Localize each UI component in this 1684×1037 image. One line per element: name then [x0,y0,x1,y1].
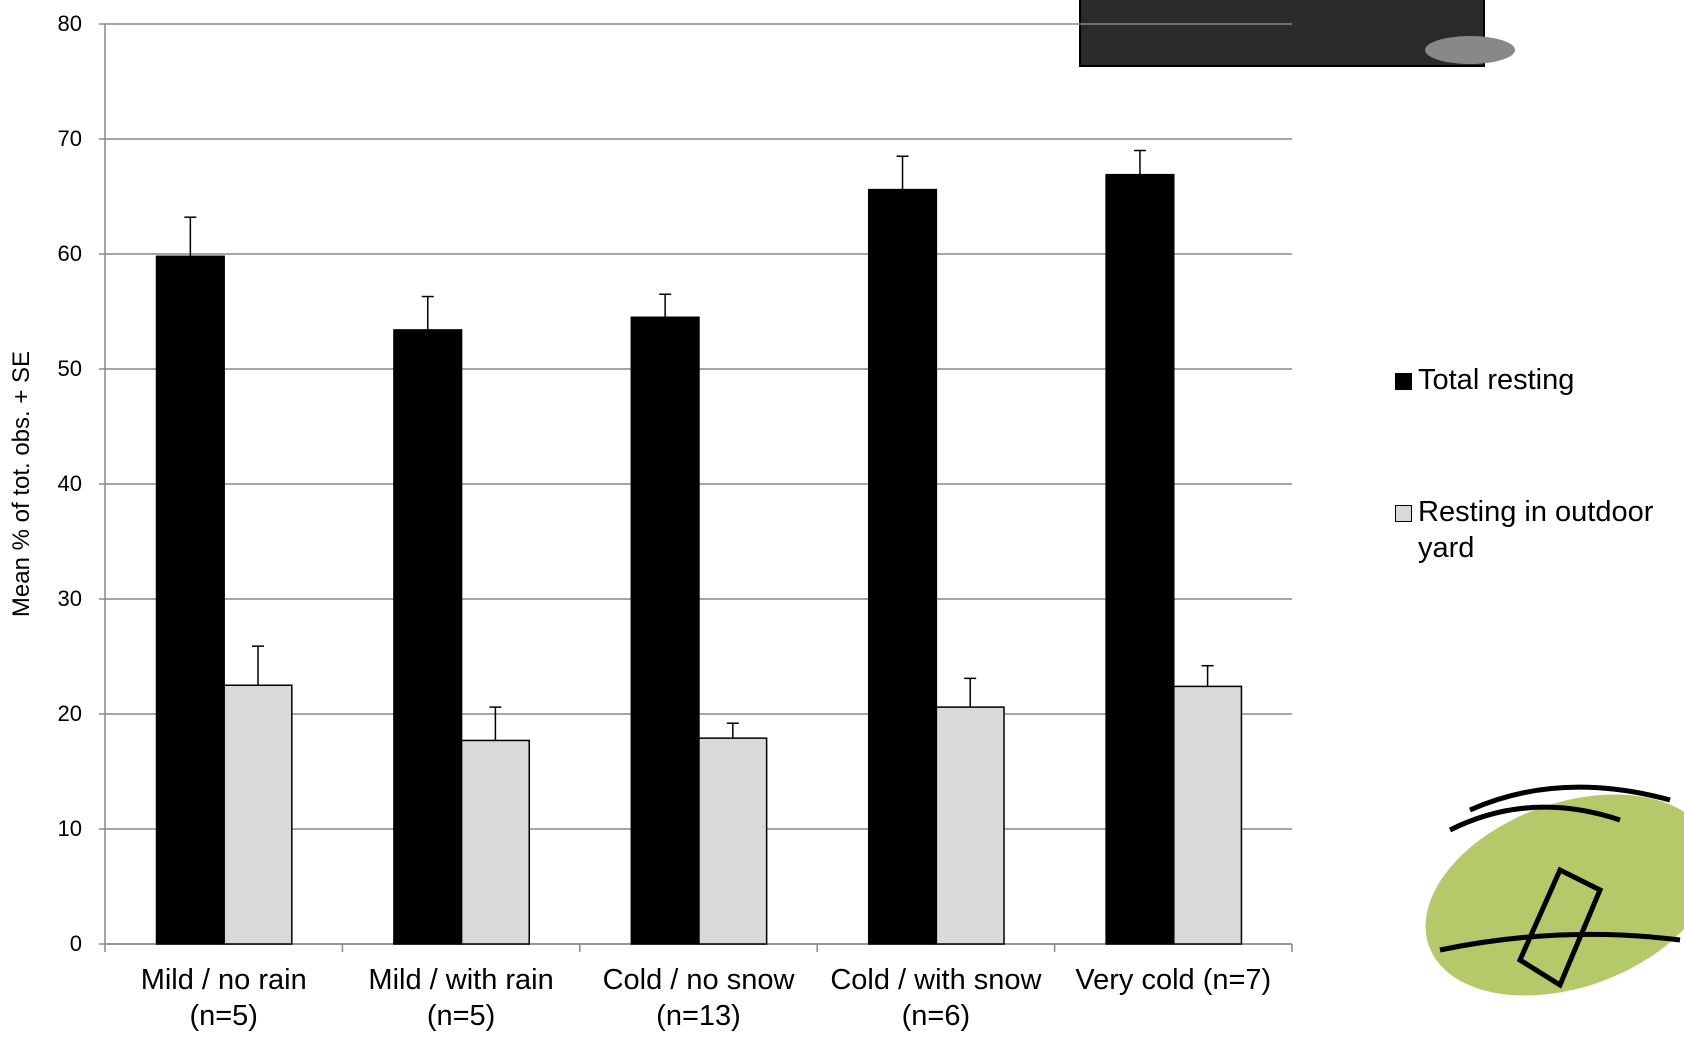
x-tick-label-line: Mild / with rain [368,964,553,996]
x-tick-label: Cold / with snow (n=6) [830,964,1042,1032]
x-tick-label: Mild / no rain (n=5) [141,964,307,1032]
bar [936,707,1004,944]
y-tick-label: 80 [58,11,82,36]
x-tick-label-line: (n=6) [902,1000,971,1032]
x-tick-label-line: Very cold (n=7) [1075,964,1271,996]
legend-entry: Resting in outdoor yard [1395,494,1680,566]
y-tick-label: 10 [58,816,82,841]
x-tick-label-line: Mild / no rain [141,964,307,996]
legend-entry: Total resting [1395,362,1680,398]
y-axis-title: Mean % of tot. obs. + SE [8,351,35,617]
legend-label: Total resting [1418,362,1574,398]
x-tick-label: Very cold (n=7) [1075,964,1271,996]
y-tick-label: 30 [58,586,82,611]
y-tick-label: 0 [70,931,82,956]
bar [699,738,767,944]
page: Mean % of tot. obs. + SE 0 10 20 30 40 50 60 70… [0,0,1684,1037]
x-tick-label: Cold / no snow (n=13) [603,964,796,1032]
x-tick-label-line: Cold / no snow [603,964,796,996]
x-tick-label: Mild / with rain (n=5) [368,964,553,1032]
y-tick-label: 50 [58,356,82,381]
y-tick-label: 20 [58,701,82,726]
y-tick-label: 40 [58,471,82,496]
bar [1106,175,1174,944]
legend-swatch [1395,505,1412,522]
bar [224,685,292,944]
x-tick-label-line: Cold / with snow [830,964,1042,996]
bar [1174,686,1242,944]
bar [631,317,699,944]
photo [1080,0,1484,66]
x-tick-label-line: (n=13) [656,1000,741,1032]
clipart [1398,757,1684,1033]
legend-label: Resting in outdoor yard [1418,494,1680,566]
y-tick-label: 60 [58,241,82,266]
bar [869,190,937,944]
legend-swatch [1395,373,1412,390]
bar [462,740,530,944]
x-tick-label-line: (n=5) [189,1000,258,1032]
bar [157,256,225,944]
photo-detail [1425,36,1515,64]
bar [394,330,462,944]
x-tick-label-line: (n=5) [427,1000,496,1032]
y-tick-label: 70 [58,126,82,151]
